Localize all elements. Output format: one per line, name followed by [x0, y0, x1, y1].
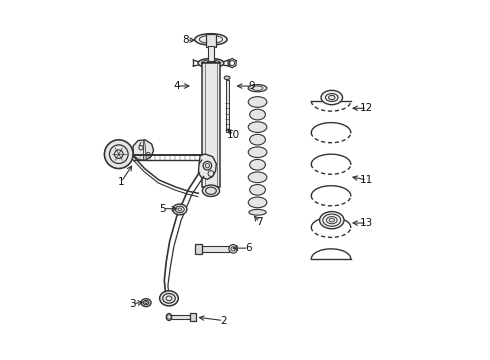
- Ellipse shape: [250, 134, 266, 145]
- Text: 3: 3: [129, 299, 135, 309]
- Bar: [191, 313, 196, 321]
- Ellipse shape: [250, 159, 266, 170]
- Text: 13: 13: [360, 218, 373, 228]
- Polygon shape: [133, 140, 153, 160]
- Bar: [195, 244, 202, 254]
- Ellipse shape: [321, 90, 343, 105]
- Ellipse shape: [248, 197, 267, 208]
- Bar: [202, 246, 229, 252]
- Ellipse shape: [248, 172, 267, 183]
- Text: 10: 10: [227, 130, 240, 140]
- Ellipse shape: [250, 185, 266, 195]
- Ellipse shape: [224, 76, 230, 80]
- Ellipse shape: [249, 210, 266, 215]
- Bar: [207, 61, 215, 64]
- Bar: [202, 63, 220, 187]
- Text: 8: 8: [182, 35, 189, 45]
- Ellipse shape: [141, 299, 151, 307]
- Bar: [209, 57, 213, 61]
- Ellipse shape: [250, 109, 266, 120]
- Text: 5: 5: [159, 204, 166, 214]
- Ellipse shape: [198, 58, 224, 68]
- Bar: [169, 315, 191, 319]
- Ellipse shape: [248, 97, 267, 107]
- Text: 1: 1: [118, 177, 124, 187]
- Ellipse shape: [160, 291, 178, 306]
- Ellipse shape: [172, 204, 187, 215]
- Bar: [225, 80, 228, 132]
- Ellipse shape: [202, 185, 220, 197]
- Text: 11: 11: [360, 175, 373, 185]
- Ellipse shape: [329, 95, 335, 100]
- Circle shape: [203, 161, 212, 170]
- Ellipse shape: [166, 314, 172, 320]
- Text: 12: 12: [360, 103, 373, 113]
- Text: 4: 4: [173, 81, 180, 91]
- Text: 7: 7: [256, 217, 263, 227]
- Bar: [208, 45, 214, 62]
- Bar: [206, 34, 216, 47]
- Circle shape: [229, 244, 238, 253]
- Ellipse shape: [248, 85, 267, 92]
- Ellipse shape: [248, 122, 267, 132]
- Ellipse shape: [319, 212, 344, 229]
- Text: 9: 9: [249, 81, 255, 91]
- Ellipse shape: [248, 147, 267, 158]
- Text: 6: 6: [245, 243, 252, 253]
- Polygon shape: [198, 154, 216, 179]
- Circle shape: [104, 140, 133, 168]
- Ellipse shape: [195, 34, 227, 45]
- Text: 2: 2: [220, 316, 227, 325]
- Ellipse shape: [329, 219, 335, 222]
